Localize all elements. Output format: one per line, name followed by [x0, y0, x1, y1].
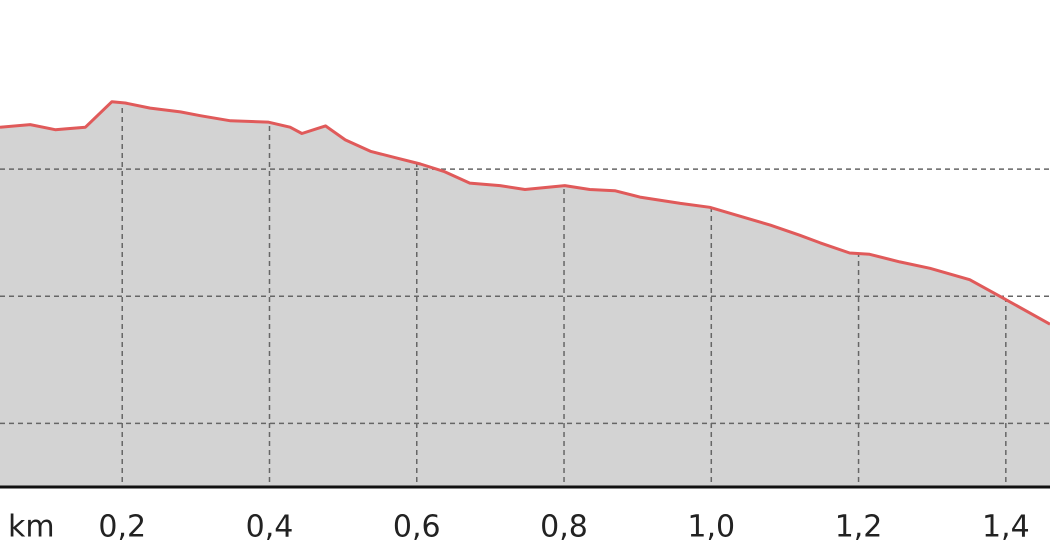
x-tick-label: 0,8 [540, 510, 588, 545]
x-axis-label: km [8, 510, 55, 545]
x-tick-label: 0,2 [98, 510, 146, 545]
x-tick-label: 0,6 [393, 510, 441, 545]
x-tick-label: 1,4 [982, 510, 1030, 545]
line [0, 100, 1050, 326]
x-tick-label: 1,0 [687, 510, 735, 545]
area [0, 101, 1050, 487]
x-tick-label: 1,2 [835, 510, 883, 545]
x-tick-label: 0,4 [246, 510, 294, 545]
